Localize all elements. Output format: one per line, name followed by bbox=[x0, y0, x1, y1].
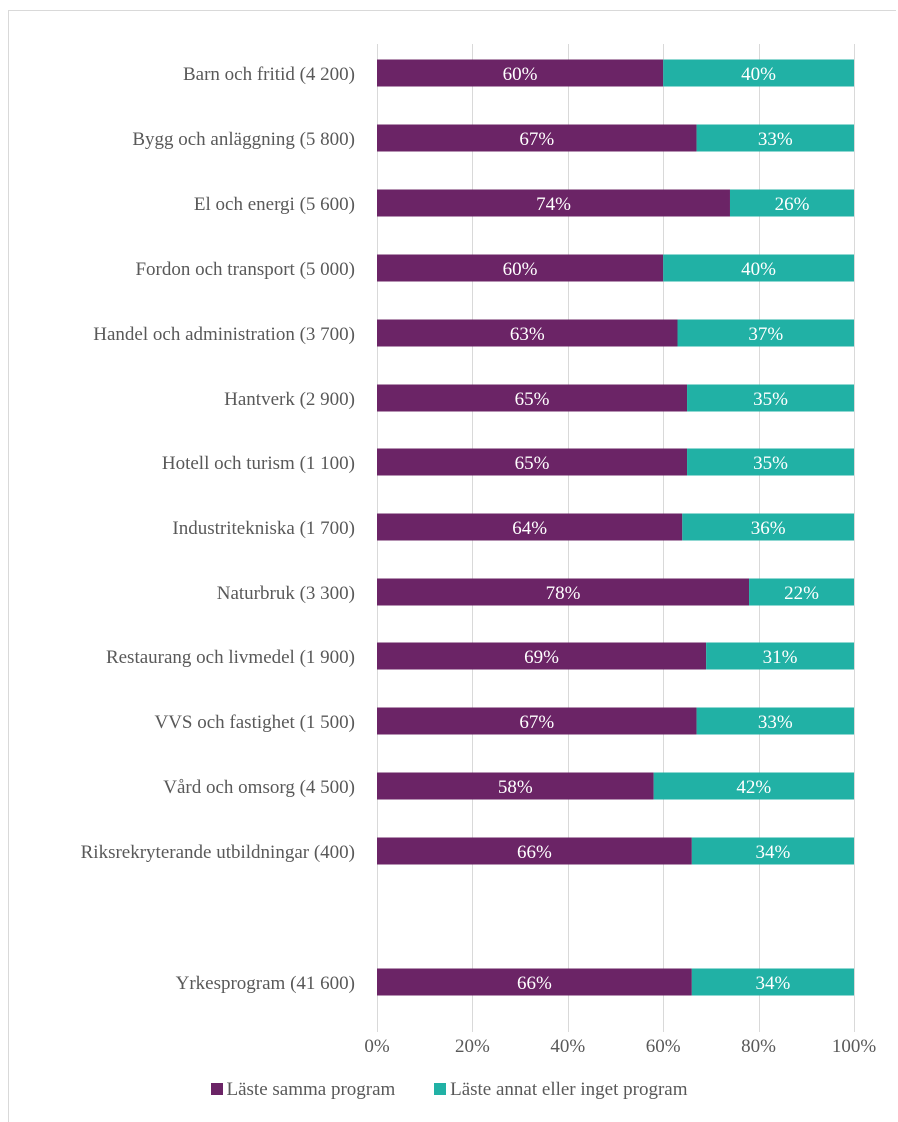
data-label: 33% bbox=[758, 712, 793, 733]
bar-segment-series-1 bbox=[377, 968, 692, 996]
x-tick-label: 80% bbox=[741, 1036, 776, 1057]
bar-segment-series-2 bbox=[749, 578, 854, 606]
legend-item-series-2: Läste annat eller inget program bbox=[434, 1079, 688, 1101]
bar-segment-series-1 bbox=[377, 59, 664, 87]
bar-segment-series-2 bbox=[729, 189, 854, 217]
bar-segment-series-1 bbox=[377, 124, 697, 152]
data-label: 31% bbox=[763, 647, 798, 668]
bar-segment-series-1 bbox=[377, 319, 678, 347]
data-label: 69% bbox=[524, 647, 559, 668]
category-label: Barn och fritid (4 200) bbox=[183, 64, 355, 85]
category-label: Bygg och anläggning (5 800) bbox=[132, 129, 355, 150]
category-label: Industritekniska (1 700) bbox=[172, 518, 355, 539]
x-tick-label: 60% bbox=[646, 1036, 681, 1057]
x-tick-label: 20% bbox=[455, 1036, 490, 1057]
bar-segment-series-2 bbox=[663, 59, 854, 87]
bars bbox=[377, 59, 854, 996]
data-label: 65% bbox=[515, 389, 550, 410]
data-label: 58% bbox=[498, 777, 533, 798]
data-label: 40% bbox=[741, 64, 776, 85]
data-label: 66% bbox=[517, 973, 552, 994]
bar-segment-series-2 bbox=[696, 124, 854, 152]
bar-segment-series-1 bbox=[377, 513, 683, 541]
bar-segment-series-2 bbox=[677, 319, 854, 347]
bar-segment-series-1 bbox=[377, 578, 750, 606]
data-label: 64% bbox=[512, 518, 547, 539]
legend-item-series-1: Läste samma program bbox=[210, 1079, 396, 1101]
data-label: 67% bbox=[519, 129, 554, 150]
legend-swatch-series-2 bbox=[434, 1083, 447, 1095]
bar-segment-series-2 bbox=[706, 642, 854, 670]
category-label: Yrkesprogram (41 600) bbox=[176, 973, 355, 994]
data-label: 63% bbox=[510, 324, 545, 345]
data-label: 37% bbox=[748, 324, 783, 345]
bar-segment-series-2 bbox=[653, 772, 854, 800]
category-label: El och energi (5 600) bbox=[194, 194, 355, 215]
legend-label-series-2: Läste annat eller inget program bbox=[450, 1079, 688, 1100]
data-label: 67% bbox=[519, 712, 554, 733]
data-label: 35% bbox=[753, 389, 788, 410]
data-label: 42% bbox=[736, 777, 771, 798]
data-label: 74% bbox=[536, 194, 571, 215]
data-label: 26% bbox=[775, 194, 810, 215]
bar-segment-series-2 bbox=[687, 448, 854, 476]
bar-segment-series-1 bbox=[377, 448, 688, 476]
data-label: 34% bbox=[755, 973, 790, 994]
category-label: Vård och omsorg (4 500) bbox=[163, 777, 355, 798]
bar-segment-series-1 bbox=[377, 254, 664, 282]
data-label: 35% bbox=[753, 453, 788, 474]
bar-segment-series-2 bbox=[682, 513, 854, 541]
bar-segment-series-1 bbox=[377, 707, 697, 735]
legend: Läste samma program Läste annat eller in… bbox=[0, 1079, 898, 1101]
data-labels: 60% 40% 67% 33% 74% 26% 60% 40% 63% 37% 65% 35% 65% 3… bbox=[498, 64, 819, 994]
bar-segment-series-1 bbox=[377, 642, 707, 670]
category-label: Hantverk (2 900) bbox=[224, 389, 355, 410]
x-tick-label: 100% bbox=[832, 1036, 877, 1057]
data-label: 34% bbox=[755, 842, 790, 863]
data-label: 22% bbox=[784, 583, 819, 604]
x-tick-label: 40% bbox=[550, 1036, 585, 1057]
category-label: Naturbruk (3 300) bbox=[217, 583, 355, 604]
bar-segment-series-1 bbox=[377, 772, 654, 800]
bar-segment-series-1 bbox=[377, 384, 688, 412]
data-label: 65% bbox=[515, 453, 550, 474]
data-label: 60% bbox=[503, 64, 538, 85]
data-label: 40% bbox=[741, 259, 776, 280]
bar-segment-series-1 bbox=[377, 837, 692, 865]
category-labels: Barn och fritid (4 200) Bygg och anläggni… bbox=[81, 64, 355, 994]
bar-segment-series-2 bbox=[691, 837, 854, 865]
category-label: Restaurang och livmedel (1 900) bbox=[106, 647, 355, 668]
bar-segment-series-2 bbox=[691, 968, 854, 996]
category-label: Handel och administration (3 700) bbox=[93, 324, 355, 345]
category-label: Fordon och transport (5 000) bbox=[135, 259, 355, 280]
bar-segment-series-2 bbox=[696, 707, 854, 735]
data-label: 60% bbox=[503, 259, 538, 280]
data-label: 78% bbox=[546, 583, 581, 604]
data-label: 36% bbox=[751, 518, 786, 539]
category-label: VVS och fastighet (1 500) bbox=[154, 712, 355, 733]
bar-segment-series-1 bbox=[377, 189, 730, 217]
legend-label-series-1: Läste samma program bbox=[226, 1079, 396, 1100]
x-tick-label: 0% bbox=[364, 1036, 390, 1057]
data-label: 33% bbox=[758, 129, 793, 150]
category-label: Riksrekryterande utbildningar (400) bbox=[81, 842, 355, 863]
bar-segment-series-2 bbox=[687, 384, 854, 412]
x-axis-ticks: 0% 20% 40% 60% 80% 100% bbox=[364, 1036, 876, 1057]
bar-segment-series-2 bbox=[663, 254, 854, 282]
category-label: Hotell och turism (1 100) bbox=[162, 453, 355, 474]
data-label: 66% bbox=[517, 842, 552, 863]
chart-frame bbox=[8, 10, 896, 1122]
legend-swatch-series-1 bbox=[210, 1083, 223, 1095]
